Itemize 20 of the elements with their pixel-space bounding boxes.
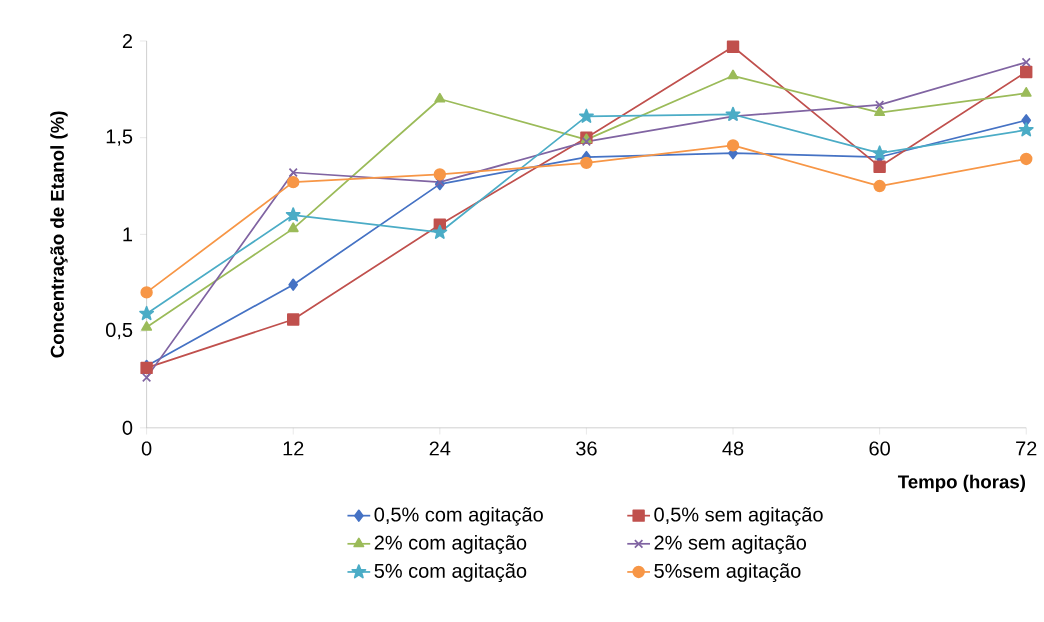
- x-tick-label: 48: [722, 441, 744, 456]
- legend-label: 0,5% com agitação: [374, 507, 543, 526]
- y-tick-label: 1: [123, 227, 133, 242]
- legend-label: 0,5% sem agitação: [654, 507, 823, 526]
- x-tick-label: 60: [869, 441, 890, 456]
- x-tick-label: 36: [576, 441, 597, 456]
- x-tick-label: 0: [141, 441, 152, 456]
- legend-label: 5% com agitação: [374, 563, 527, 583]
- legend-label: 2% com agitação: [374, 535, 527, 554]
- y-axis-title: Concentração de Etanol (%): [50, 111, 68, 358]
- x-axis-title: Tempo (horas): [897, 474, 1026, 493]
- legend-label: 5%sem agitação: [654, 563, 801, 583]
- y-tick-label: 1,5: [106, 129, 133, 146]
- x-tick-label: 24: [429, 441, 451, 456]
- y-tick-label: 0: [122, 420, 133, 436]
- legend-label: 2% sem agitação: [654, 535, 807, 554]
- x-tick-label: 12: [283, 441, 304, 456]
- y-tick-label: 2: [122, 34, 133, 49]
- x-tick-label: 72: [1016, 441, 1037, 456]
- y-tick-label: 0,5: [105, 322, 133, 340]
